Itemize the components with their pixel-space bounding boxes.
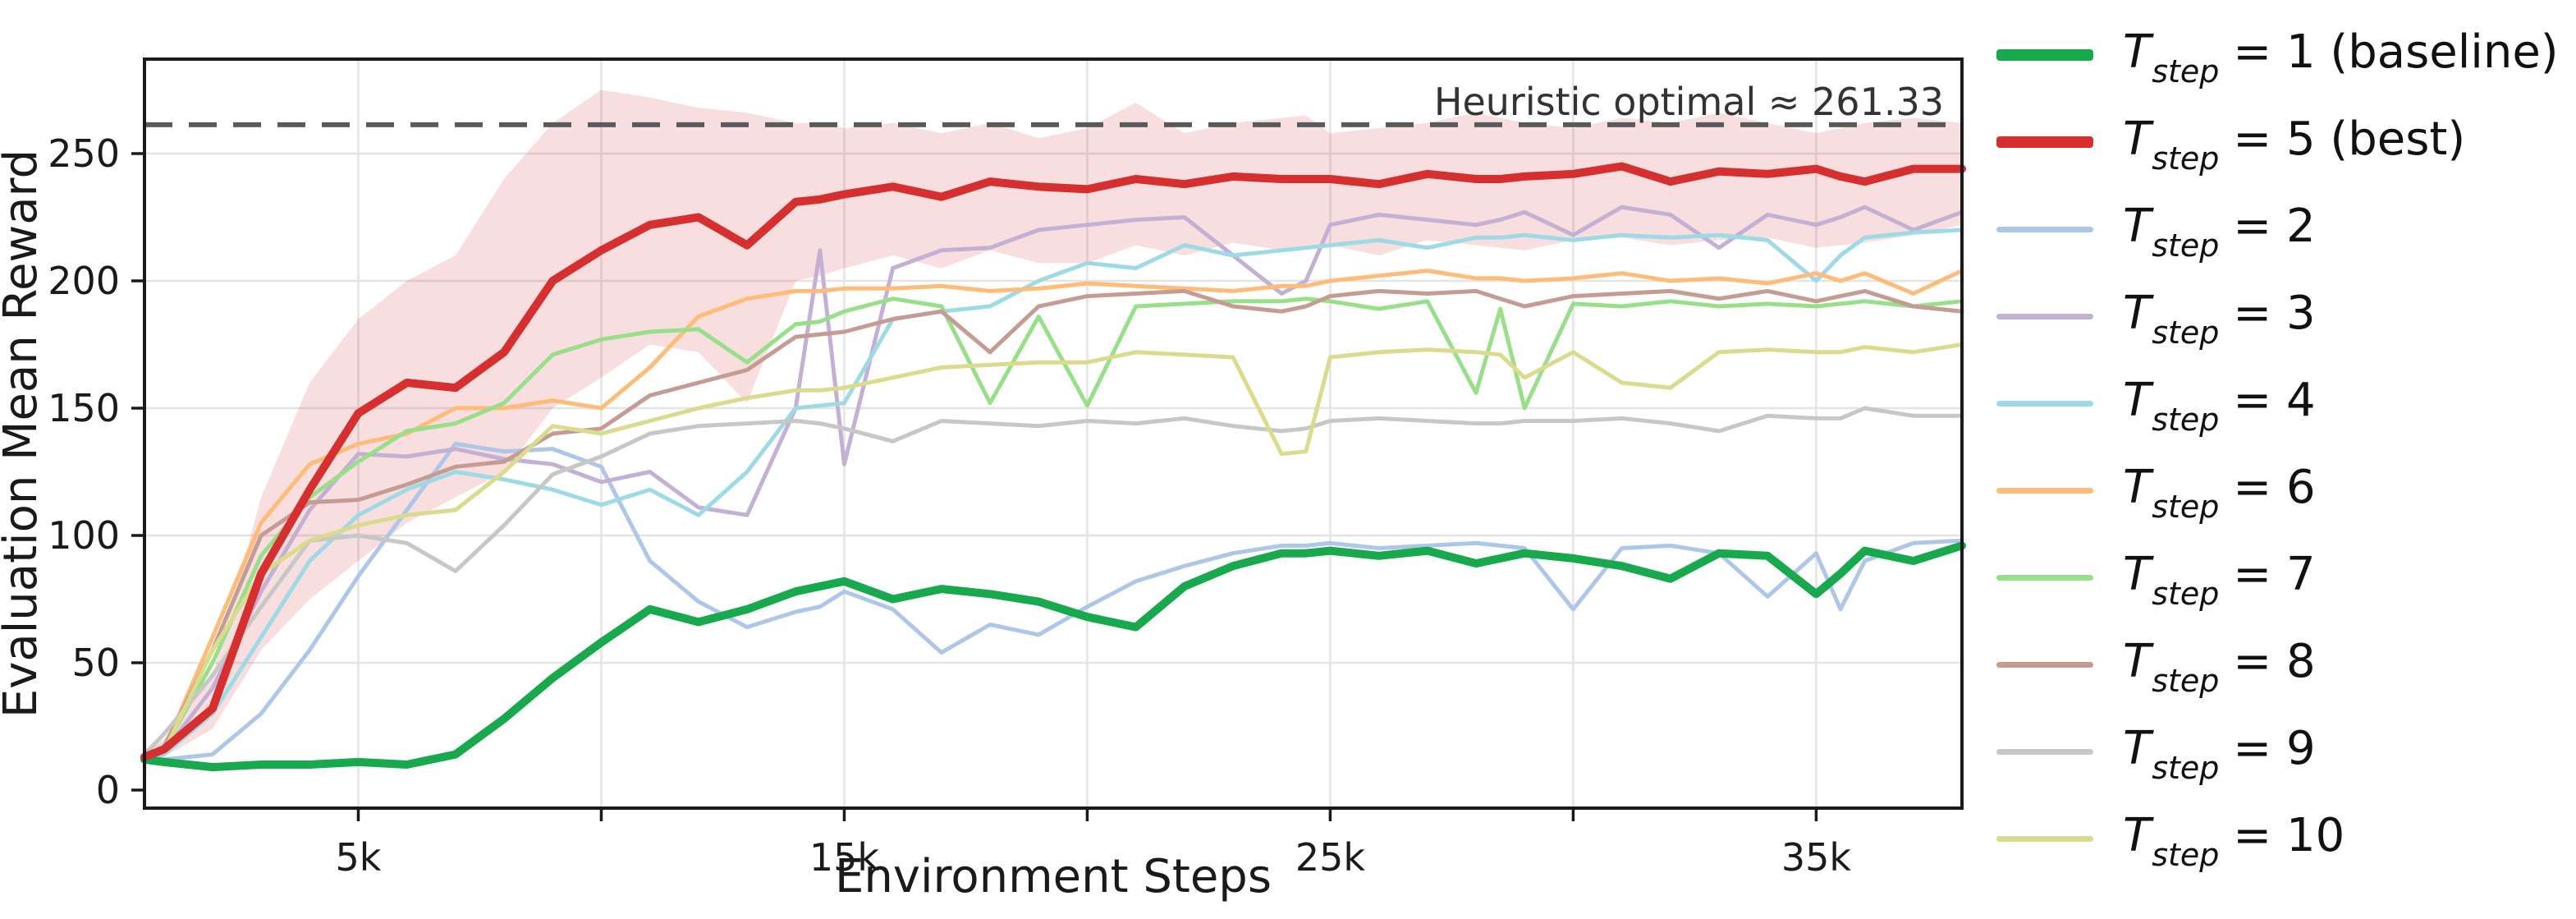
y-axis-label: Evaluation Mean Reward (0, 149, 48, 718)
series-line-t-step-6 (142, 269, 1964, 760)
tick-labels: 0 50 100 150 200 250 5k 15k 25k 35k (48, 131, 1851, 880)
legend-item-label: Tstep = 3 (2123, 286, 2316, 352)
legend-line-swatch (1996, 661, 2093, 668)
legend-item-label: Tstep = 10 (2123, 808, 2345, 874)
legend-item-2: Tstep = 5 (best) (1996, 112, 2571, 177)
axes-frame (131, 57, 1964, 821)
x-tick-label: 35k (1781, 835, 1852, 880)
y-tick-label: 100 (48, 513, 120, 558)
legend-item-10: Tstep = 10 (1996, 808, 2571, 874)
confidence-band (144, 90, 1962, 765)
legend-line-swatch (1996, 487, 2093, 494)
series-line-t-step-8 (142, 288, 1964, 760)
series-line-t-step-10 (142, 342, 1964, 760)
series-line-t-step-4 (142, 227, 1964, 760)
legend-item-label: Tstep = 6 (2123, 460, 2316, 526)
legend-item-9: Tstep = 9 (1996, 721, 2571, 787)
x-axis-label: Environment Steps (835, 850, 1272, 903)
plot-border (143, 57, 1964, 810)
x-tick-label: 5k (336, 835, 382, 880)
legend-item-7: Tstep = 7 (1996, 547, 2571, 613)
series-line-t-step-7 (142, 296, 1964, 760)
legend-line-swatch (1996, 748, 2093, 755)
legend-item-1: Tstep = 1 (baseline) (1996, 25, 2571, 90)
legend-line-swatch (1996, 136, 2093, 148)
legend-item-label: Tstep = 1 (baseline) (2123, 25, 2559, 90)
y-tick-label: 0 (96, 768, 120, 812)
legend: Tstep = 1 (baseline) Tstep = 5 (best) Tste… (1996, 10, 2571, 913)
y-tick-label: 150 (48, 386, 120, 430)
legend-line-swatch (1996, 835, 2093, 842)
y-tick-label: 250 (48, 131, 120, 176)
annotation-text: Heuristic optimal ≈ 261.33 (1434, 80, 1944, 124)
series-line-t-step-3 (142, 204, 1964, 760)
legend-item-6: Tstep = 6 (1996, 460, 2571, 526)
std-band (144, 90, 1962, 765)
x-tick-label: 15k (809, 835, 880, 880)
legend-item-label: Tstep = 8 (2123, 634, 2316, 700)
y-tick-label: 50 (71, 641, 120, 685)
series-line-t-step-1-baseline- (140, 541, 1966, 772)
series-line-t-step-9 (142, 406, 1964, 757)
legend-item-label: Tstep = 2 (2123, 199, 2316, 264)
series-lines (140, 162, 1966, 772)
legend-item-8: Tstep = 8 (1996, 634, 2571, 700)
legend-item-4: Tstep = 3 (1996, 286, 2571, 352)
legend-item-3: Tstep = 2 (1996, 199, 2571, 264)
legend-line-swatch (1996, 400, 2093, 407)
legend-line-swatch (1996, 226, 2093, 232)
line-chart: 0 50 100 150 200 250 5k 15k 25k 35k Heuristic opt… (0, 57, 1966, 903)
legend-line-swatch (1996, 574, 2093, 581)
series-line-t-step-2 (142, 441, 1964, 762)
series-line-t-step-5-best- (140, 162, 1966, 761)
legend-item-label: Tstep = 5 (best) (2123, 112, 2466, 177)
legend-item-5: Tstep = 4 (1996, 373, 2571, 439)
y-tick-label: 200 (48, 259, 120, 303)
x-tick-label: 25k (1295, 835, 1366, 880)
grid-lines (144, 59, 1962, 808)
legend-line-swatch (1996, 49, 2093, 61)
legend-line-swatch (1996, 313, 2093, 319)
legend-item-label: Tstep = 4 (2123, 373, 2316, 439)
legend-item-label: Tstep = 7 (2123, 547, 2316, 613)
legend-item-label: Tstep = 9 (2123, 721, 2316, 787)
